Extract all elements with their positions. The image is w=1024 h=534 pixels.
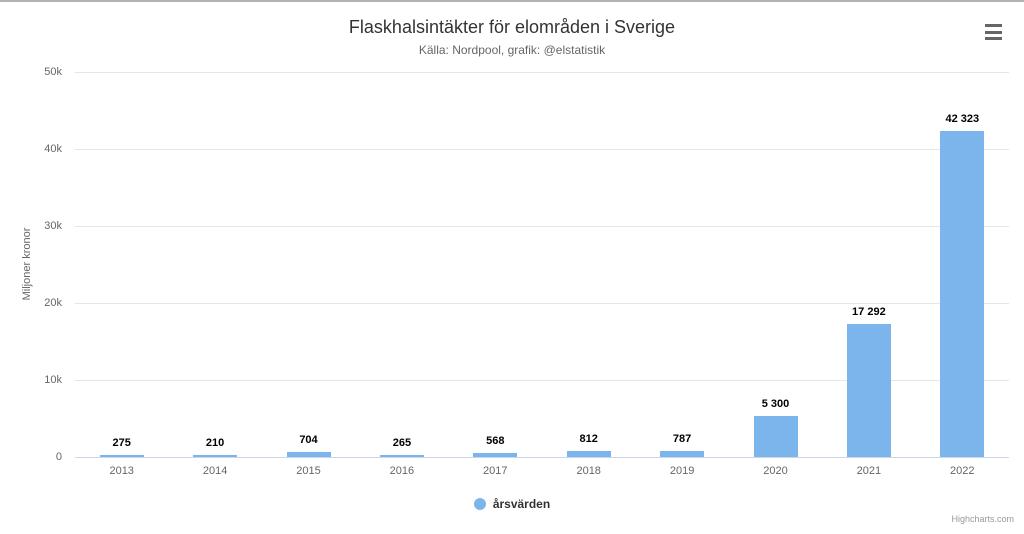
x-tick-label-2021: 2021 — [856, 465, 882, 477]
credits-link[interactable]: Highcharts.com — [951, 514, 1014, 524]
y-tick-label: 50k — [44, 66, 62, 78]
bar-2022[interactable] — [940, 131, 985, 457]
x-tick-label-2018: 2018 — [576, 465, 601, 477]
bar-2018[interactable] — [566, 450, 611, 457]
bar-value-label: 42 323 — [945, 113, 980, 126]
x-tick-label-2016: 2016 — [389, 465, 415, 477]
gridline — [75, 303, 1009, 304]
bar-2014[interactable] — [193, 455, 238, 457]
hamburger-icon — [985, 24, 1002, 27]
bar-value-label: 568 — [486, 434, 505, 447]
x-tick-label-2019: 2019 — [669, 465, 695, 477]
x-axis-line — [75, 457, 1009, 458]
bar-value-label: 704 — [299, 433, 318, 446]
y-tick-label: 40k — [44, 143, 62, 155]
bar-value-label: 812 — [579, 432, 598, 445]
legend-label: årsvärden — [492, 497, 551, 511]
bar-2021[interactable] — [846, 323, 891, 457]
hamburger-icon — [985, 30, 1002, 34]
chart-subtitle: Källa: Nordpool, grafik: @elstatistik — [418, 43, 606, 57]
bar-value-label: 17 292 — [852, 305, 886, 318]
bar-2017[interactable] — [473, 452, 518, 457]
y-tick-label: 10k — [44, 374, 62, 386]
x-tick-label-2015: 2015 — [296, 465, 321, 477]
bar-value-label: 5 300 — [761, 398, 790, 411]
legend-marker-icon — [473, 498, 486, 510]
bar-value-label: 265 — [392, 436, 412, 449]
bar-value-label: 210 — [205, 437, 225, 450]
bar-value-label: 275 — [112, 436, 131, 449]
y-tick-label: 30k — [44, 220, 62, 232]
gridline — [75, 72, 1009, 73]
x-tick-label-2014: 2014 — [202, 465, 228, 477]
y-tick-label: 0 — [55, 451, 62, 463]
hamburger-icon — [985, 37, 1002, 40]
bar-2020[interactable] — [753, 416, 798, 457]
y-axis-title: Miljoner kronor — [21, 227, 33, 301]
gridline — [75, 380, 1009, 381]
bar-2016[interactable] — [379, 454, 424, 457]
legend-item-arsvarden[interactable]: årsvärden — [0, 495, 1024, 513]
y-tick-label: 20k — [44, 297, 62, 309]
x-tick-label-2022: 2022 — [950, 465, 975, 477]
plot-area: 275 210 704 265 568 812 787 5 300 17 292 42 323 — [75, 72, 1009, 457]
gridline — [75, 226, 1009, 227]
x-tick-label-2017: 2017 — [483, 465, 508, 477]
hamburger-menu-button[interactable] — [981, 20, 1007, 44]
chart-title: Flaskhalsintäkter för elområden i Sverig… — [348, 17, 676, 37]
bar-2015[interactable] — [286, 451, 331, 457]
bar-2013[interactable] — [99, 454, 144, 457]
bar-value-label: 787 — [672, 432, 692, 445]
gridline — [75, 149, 1009, 150]
x-tick-label-2020: 2020 — [763, 465, 788, 477]
x-tick-label-2013: 2013 — [109, 465, 134, 477]
bar-2019[interactable] — [660, 450, 705, 457]
